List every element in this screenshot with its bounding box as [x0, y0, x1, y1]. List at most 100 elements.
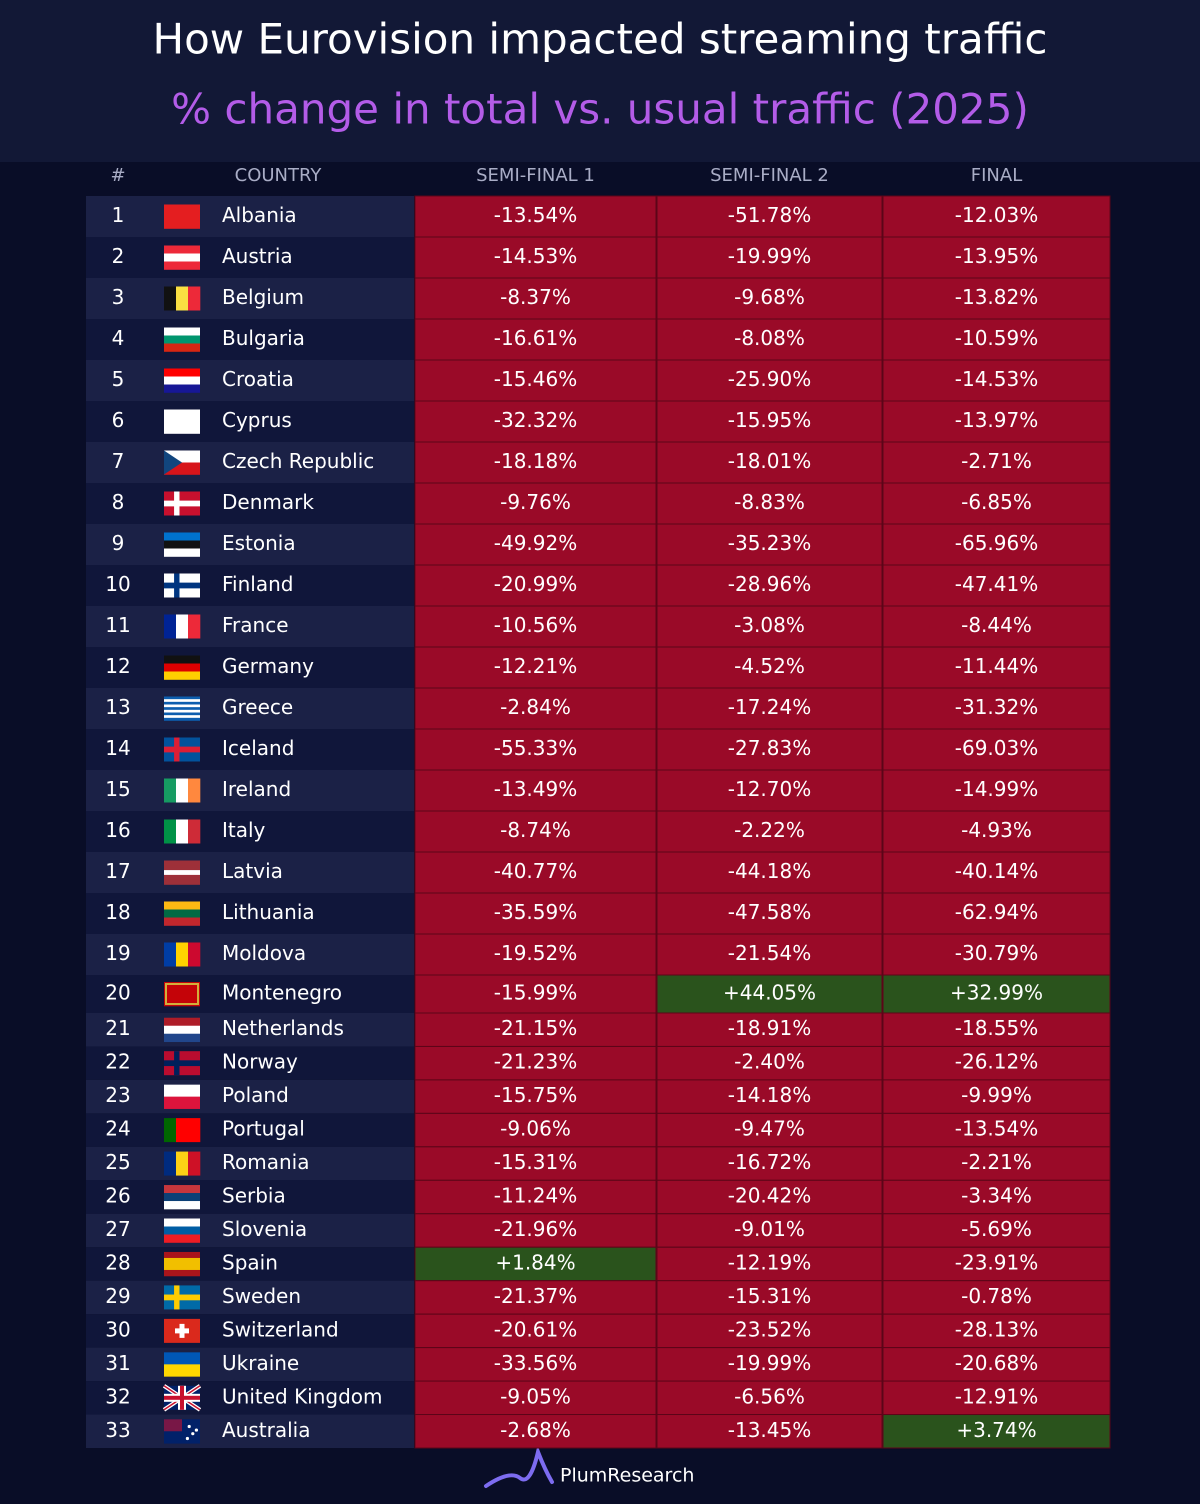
country: France	[222, 613, 289, 637]
value-cell	[414, 1012, 657, 1047]
value: -9.47%	[734, 1117, 805, 1141]
row-background	[86, 975, 414, 1013]
flag-stripe	[164, 1201, 200, 1210]
flag	[164, 327, 200, 352]
value: -32.32%	[494, 408, 577, 432]
value: -14.18%	[728, 1083, 811, 1107]
row-background	[86, 606, 414, 647]
value: -20.42%	[728, 1184, 811, 1208]
value-cell	[656, 769, 883, 812]
flag-stripe	[164, 1234, 200, 1243]
flag-star	[185, 1436, 189, 1441]
row-background	[86, 729, 414, 770]
value: -28.13%	[955, 1317, 1038, 1341]
value: -55.33%	[494, 736, 577, 760]
flag-stripe	[164, 917, 200, 926]
value: -8.74%	[500, 818, 571, 842]
value-cell	[656, 1246, 883, 1282]
value-cell	[882, 1246, 1111, 1282]
value-cell	[414, 1414, 657, 1449]
country: Montenegro	[222, 981, 342, 1005]
value-cell	[656, 1313, 883, 1349]
value: -14.99%	[955, 777, 1038, 801]
value-cell	[656, 1179, 883, 1215]
value-cell	[882, 1414, 1111, 1449]
flag-stripe	[176, 778, 189, 803]
value-cell	[882, 564, 1111, 607]
rank: 11	[105, 613, 130, 637]
rank: 29	[105, 1284, 130, 1308]
rank: 2	[112, 244, 125, 268]
value-cell	[414, 195, 657, 238]
value: -16.72%	[728, 1150, 811, 1174]
value-cell	[882, 1045, 1111, 1081]
value: -21.23%	[494, 1050, 577, 1074]
flag-stripe	[188, 614, 201, 639]
value: -20.68%	[955, 1351, 1038, 1375]
value: -18.18%	[494, 449, 577, 473]
country: Sweden	[222, 1284, 301, 1308]
value: -16.61%	[494, 326, 577, 350]
flag-stripe	[164, 204, 200, 229]
value-cell	[656, 892, 883, 935]
value-cell	[414, 646, 657, 689]
flag-star	[187, 1424, 191, 1429]
value-cell	[414, 523, 657, 566]
row-background	[86, 442, 414, 483]
row-background	[86, 1213, 414, 1248]
flag-shape	[165, 983, 199, 1005]
value: -2.40%	[734, 1050, 805, 1074]
flag-shape	[174, 491, 180, 516]
flag	[164, 1017, 200, 1043]
flag-stripe	[164, 860, 200, 866]
country: Estonia	[222, 531, 296, 555]
value: -13.49%	[494, 777, 577, 801]
value: -20.99%	[494, 572, 577, 596]
country: Netherlands	[222, 1016, 344, 1040]
row-background	[86, 1280, 414, 1315]
flag-stripe	[164, 261, 200, 270]
row-background	[86, 811, 414, 852]
rank: 28	[105, 1250, 130, 1274]
flag-stripe	[164, 701, 200, 705]
flag-stripe	[164, 1226, 200, 1235]
flag-stripe	[164, 663, 200, 672]
value: -9.01%	[734, 1217, 805, 1241]
value: -15.99%	[494, 981, 577, 1005]
flag	[164, 1419, 200, 1444]
flag-shape	[179, 1323, 185, 1338]
flag	[164, 1051, 200, 1076]
flag	[164, 1218, 200, 1243]
row-background	[86, 688, 414, 729]
rank: 6	[112, 408, 125, 432]
flag	[164, 942, 201, 967]
value-cell	[656, 195, 883, 238]
flag-shape	[164, 450, 182, 475]
rank: 22	[105, 1050, 130, 1074]
country: Poland	[222, 1083, 289, 1107]
value: -8.44%	[961, 613, 1032, 637]
value: -40.14%	[955, 859, 1038, 883]
value: +1.84%	[495, 1250, 575, 1274]
flag-stripe	[164, 982, 200, 1007]
country: Latvia	[222, 859, 283, 883]
column-header: COUNTRY	[235, 165, 323, 186]
row-background	[86, 1013, 414, 1047]
flag-stripe	[188, 819, 201, 844]
flag-stripe	[164, 1118, 177, 1143]
value: -6.85%	[961, 490, 1032, 514]
value: -18.01%	[728, 449, 811, 473]
value-cell	[656, 1146, 883, 1181]
subtitle: % change in total vs. usual traffic (202…	[171, 85, 1029, 134]
country: Austria	[222, 244, 293, 268]
value: -18.55%	[955, 1016, 1038, 1040]
value: -12.91%	[955, 1384, 1038, 1408]
value: -44.18%	[728, 859, 811, 883]
rank: 8	[112, 490, 125, 514]
country: Germany	[222, 654, 314, 678]
flag	[164, 1251, 200, 1277]
rank: 17	[105, 859, 130, 883]
country: Romania	[222, 1150, 309, 1174]
flag	[164, 1084, 200, 1109]
value: -51.78%	[728, 203, 811, 227]
